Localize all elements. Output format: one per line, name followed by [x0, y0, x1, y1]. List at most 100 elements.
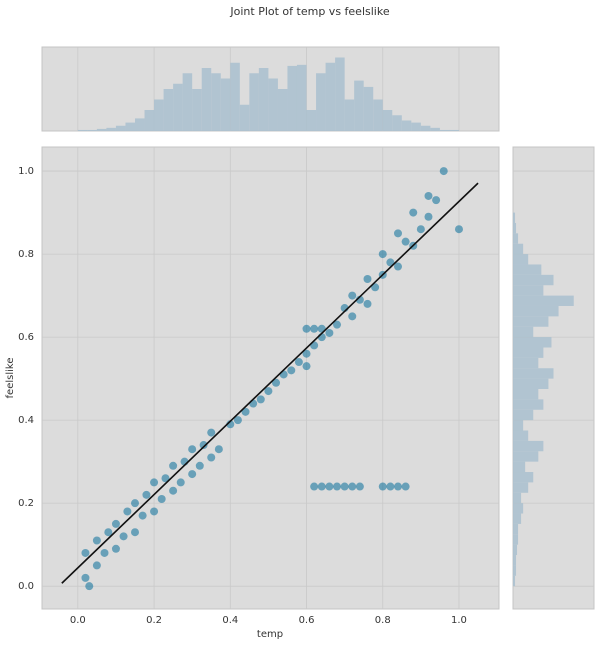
scatter-point — [188, 470, 197, 479]
top-hist-bar — [182, 73, 193, 131]
right-hist-bar — [513, 368, 554, 379]
x-axis-label: temp — [257, 629, 283, 640]
scatter-point — [310, 482, 319, 491]
scatter-point — [386, 482, 395, 491]
top-hist-bar — [154, 99, 164, 131]
scatter-point — [348, 482, 357, 491]
scatter-point — [131, 499, 140, 508]
top-hist-bar — [344, 99, 355, 131]
scatter-point — [176, 478, 185, 487]
top-hist-bar — [363, 86, 374, 131]
top-hist-bar — [306, 110, 317, 131]
scatter-point — [100, 548, 109, 557]
scatter-point — [378, 482, 387, 491]
scatter-point — [424, 212, 433, 221]
top-hist-bar — [77, 129, 88, 131]
scatter-point — [363, 299, 372, 308]
scatter-point — [401, 482, 410, 491]
scatter-point — [340, 482, 349, 491]
right-hist-bar — [513, 264, 542, 275]
right-hist-bar — [513, 212, 516, 223]
scatter-point — [454, 225, 463, 234]
top-hist-bar — [258, 68, 269, 131]
scatter-point — [85, 582, 94, 591]
top-hist-bar — [277, 89, 288, 131]
top-hist-bar — [220, 78, 231, 131]
right-hist-bar — [513, 482, 529, 493]
right-hist-bar — [513, 420, 524, 431]
scatter-point — [302, 324, 311, 333]
scatter-point — [393, 229, 402, 238]
right-hist-bar — [513, 254, 529, 265]
scatter-point — [92, 561, 101, 570]
y-tick-label: 0.0 — [18, 581, 34, 592]
scatter-point — [161, 474, 170, 483]
top-hist-bar — [211, 73, 221, 131]
right-hist-bar — [513, 430, 529, 441]
scatter-point — [81, 548, 90, 557]
scatter-point — [131, 528, 140, 537]
scatter-point — [150, 478, 159, 487]
right-hist-bar — [513, 347, 544, 358]
scatter-point — [310, 324, 319, 333]
right-hist-bar — [513, 472, 534, 483]
scatter-point — [214, 445, 223, 454]
right-hist-bar — [513, 243, 524, 255]
scatter-point — [199, 441, 208, 450]
scatter-point — [241, 407, 250, 416]
right-hist-bar — [513, 389, 539, 400]
right-hist-bar — [513, 523, 519, 535]
scatter-point — [416, 225, 425, 234]
top-hist-bar — [230, 62, 240, 131]
top-hist-bar — [96, 128, 107, 131]
scatter-point — [432, 196, 441, 205]
right-hist-bar — [513, 503, 524, 514]
top-hist-bar — [382, 110, 393, 131]
y-tick-label: 1.0 — [18, 166, 34, 177]
top-hist-bar — [411, 122, 421, 131]
scatter-point — [325, 482, 334, 491]
right-hist-bar — [513, 337, 552, 348]
scatter-point — [302, 362, 311, 371]
top-hist-bar — [401, 120, 412, 131]
right-hist-bar — [513, 222, 517, 234]
top-hist-bar — [87, 129, 97, 131]
x-tick-label: 0.8 — [375, 615, 391, 626]
y-axis-label: feelslike — [5, 358, 16, 399]
right-hist-bar — [513, 326, 534, 338]
scatter-point — [92, 536, 101, 545]
right-hist-bar — [513, 357, 539, 369]
right-hist-bar — [513, 378, 549, 389]
scatter-point — [325, 328, 334, 337]
top-hist-bar — [316, 73, 326, 131]
scatter-point — [287, 366, 296, 375]
top-hist-bar — [125, 122, 136, 131]
right-hist-bar — [513, 399, 544, 410]
right-hist-bar — [513, 409, 534, 421]
scatter-point — [333, 320, 342, 329]
scatter-point — [119, 532, 128, 541]
right-hist-bar — [513, 565, 517, 576]
scatter-point — [233, 416, 242, 425]
right-hist-bar — [513, 513, 522, 524]
right-hist-bar — [513, 440, 544, 452]
right-hist-bar — [513, 233, 519, 244]
scatter-point — [409, 208, 418, 217]
scatter-bg — [41, 146, 500, 610]
top-hist-bar — [201, 68, 212, 131]
top-hist-bar — [335, 57, 345, 131]
scatter-point — [272, 378, 281, 387]
scatter-point — [111, 544, 120, 553]
top-hist-bar — [135, 118, 145, 131]
right-hist-bar — [513, 544, 518, 556]
right-hist-bar — [513, 492, 522, 504]
scatter-point — [249, 399, 258, 408]
scatter-point — [439, 167, 448, 176]
x-tick-label: 1.0 — [451, 615, 467, 626]
scatter-point — [401, 237, 410, 246]
top-hist-bar — [439, 129, 450, 131]
scatter-point — [355, 482, 364, 491]
scatter-point — [169, 461, 178, 470]
top-hist-bar — [373, 99, 383, 131]
